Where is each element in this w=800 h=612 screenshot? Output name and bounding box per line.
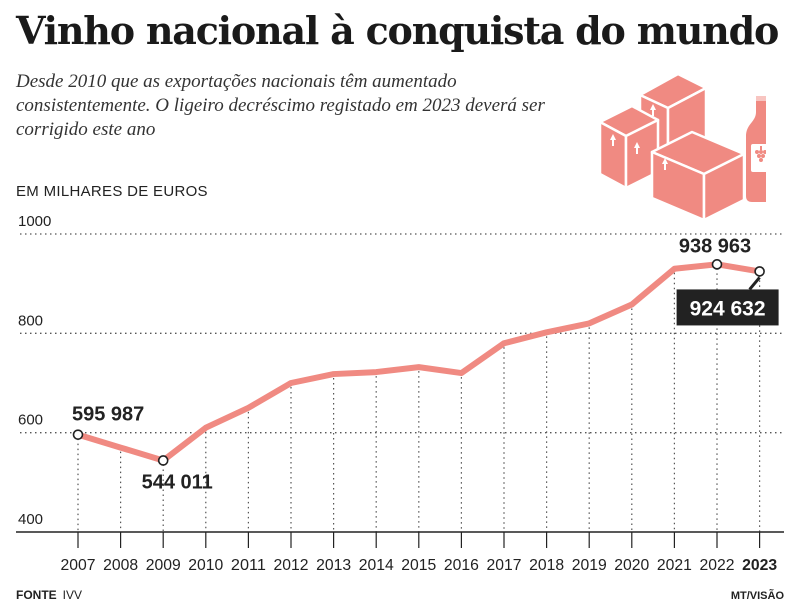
data-points <box>72 259 765 466</box>
x-tick-label: 2023 <box>742 557 777 574</box>
x-tick-label: 2017 <box>487 557 522 574</box>
chart-title: Vinho nacional à conquista do mundo <box>16 8 779 53</box>
y-tick-label: 600 <box>18 412 43 429</box>
data-point-marker <box>711 259 723 270</box>
series-line <box>75 261 763 464</box>
x-tick-label: 2009 <box>146 557 181 574</box>
y-axis-ticks: 400 600 800 1000 <box>18 213 51 528</box>
series-line-path <box>75 261 763 464</box>
x-tick-label: 2022 <box>700 557 735 574</box>
wine-bottle-icon <box>746 96 766 202</box>
y-tick-label: 400 <box>18 511 43 528</box>
x-axis: 2007 2008 2009 2010 2011 2012 2013 2014 2015 2016… <box>16 531 784 574</box>
x-tick-label: 2019 <box>572 557 607 574</box>
data-label: 938 963 <box>679 235 751 257</box>
source-note: FONTE IVV <box>16 588 82 602</box>
x-tick-label: 2020 <box>614 557 649 574</box>
data-label: 924 632 <box>690 297 766 320</box>
source-label: FONTE <box>16 588 57 602</box>
x-tick-label: 2010 <box>188 557 223 574</box>
x-tick-label: 2011 <box>231 557 266 574</box>
y-tick-label: 800 <box>18 312 43 329</box>
data-point-marker <box>157 455 169 466</box>
unit-label: EM MILHARES DE EUROS <box>16 183 208 200</box>
data-point-marker <box>72 429 84 440</box>
source-value: IVV <box>62 588 83 602</box>
chart-subtitle: Desde 2010 que as exportações nacionais … <box>16 71 545 140</box>
data-point-marker <box>754 266 765 277</box>
export-illustration <box>598 72 766 220</box>
x-tick-label: 2021 <box>657 557 692 574</box>
x-tick-label: 2015 <box>401 557 436 574</box>
data-label: 595 987 <box>72 404 144 426</box>
grid-lines <box>20 233 782 532</box>
x-tick-label: 2018 <box>529 557 564 574</box>
credit: MT/VISÃO <box>730 590 784 602</box>
x-tick-label: 2013 <box>316 557 351 574</box>
x-tick-label: 2016 <box>444 557 479 574</box>
data-labels: 595 987 544 011 938 963 924 632 <box>72 235 779 493</box>
data-label-box <box>676 289 779 326</box>
x-tick-label: 2014 <box>359 557 394 574</box>
x-tick-label: 2008 <box>103 557 138 574</box>
x-tick-label: 2012 <box>274 557 309 574</box>
x-tick-label: 2007 <box>61 557 96 574</box>
data-label: 544 011 <box>142 471 213 493</box>
boxes-icon <box>598 72 746 220</box>
y-tick-label: 1000 <box>18 213 51 230</box>
label-leader <box>748 276 761 291</box>
